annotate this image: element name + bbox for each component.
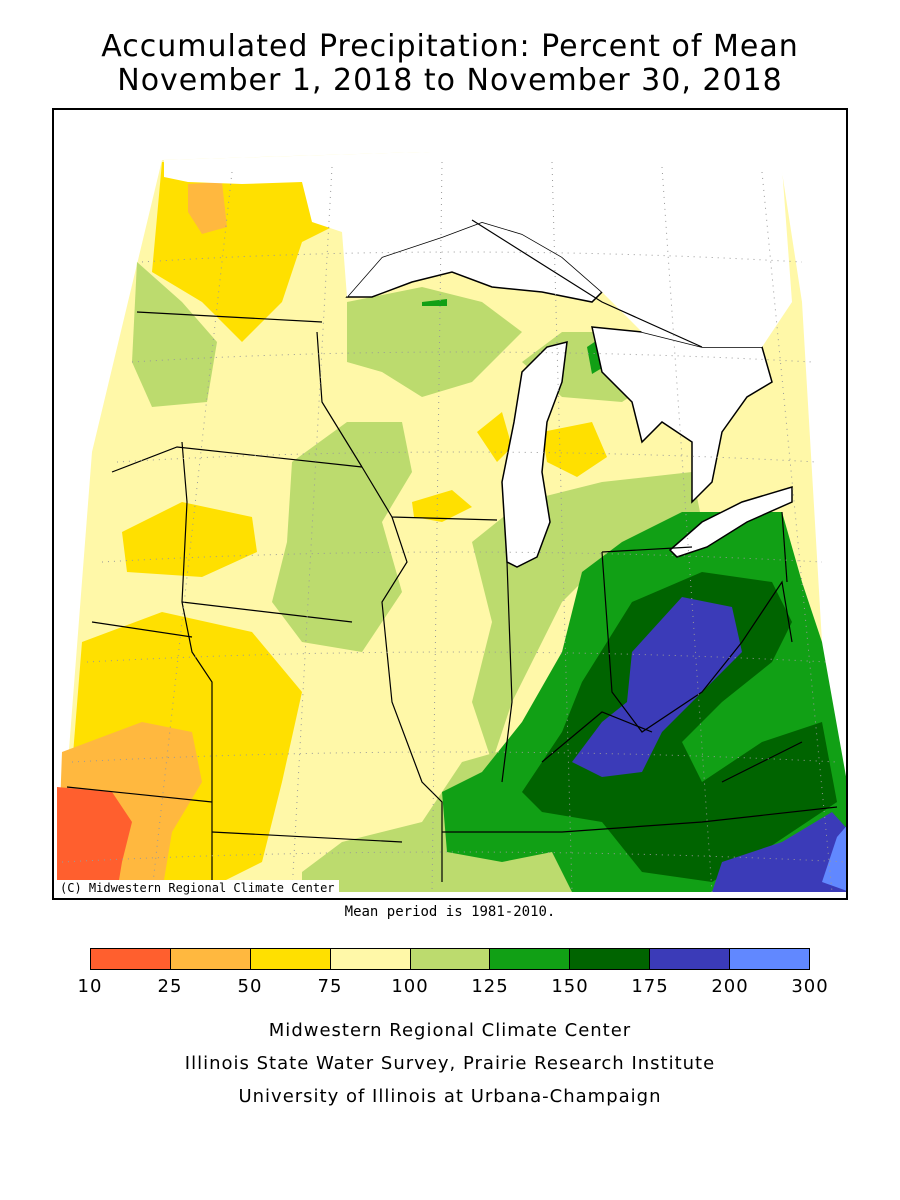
legend-swatch-5 [490,949,571,969]
graticule [61,161,846,893]
legend-swatch-4 [410,949,491,969]
legend-tick-label: 10 [77,976,103,997]
legend-swatch-6 [570,949,651,969]
region-blue-in-oh [572,597,742,777]
legend-tick-label: 50 [237,976,263,997]
legend-tick-label: 175 [631,976,669,997]
legend-tick-label: 200 [711,976,749,997]
legend-tick-label: 75 [317,976,343,997]
legend-swatch-1 [170,949,251,969]
lake-erie [668,485,793,558]
legend-swatch-7 [650,949,731,969]
map-title-line1: Accumulated Precipitation: Percent of Me… [101,29,799,64]
map-title-line2: November 1, 2018 to November 30, 2018 [117,63,783,98]
legend-bar [90,948,810,970]
region-red-ks [57,787,132,892]
lake-michigan [501,341,568,568]
region-wet-ia [272,422,412,652]
region-blue-ky-va [712,812,846,892]
legend-swatch-8 [730,949,810,969]
map-canvas [57,152,846,893]
state-boundaries [66,219,838,892]
legend-swatch-3 [330,949,411,969]
credit-line1: Midwestern Regional Climate Center [268,1020,632,1041]
canada-area [164,152,792,347]
region-orange-mn [188,182,227,234]
map-copyright: (C) Midwestern Regional Climate Center [56,880,339,896]
credit-line3: University of Illinois at Urbana-Champai… [238,1086,662,1107]
region-dry-wi [477,412,512,462]
region-dry-mi [542,422,607,477]
legend-tick-label: 300 [791,976,829,997]
legend-tick-label: 25 [157,976,183,997]
mean-period-note: Mean period is 1981-2010. [344,904,556,920]
region-wet-dakota [132,262,217,407]
legend-tick-label: 125 [471,976,509,997]
legend-swatch-2 [250,949,331,969]
region-dry-ne [122,502,257,577]
legend-swatch-0 [91,949,171,969]
region-lightblue-va [822,826,846,891]
region-wet-wi [347,287,522,397]
region-darkgreen-oh-ky [522,572,837,882]
region-dry-il [412,490,472,522]
legend-tick-label: 100 [391,976,429,997]
legend-tick-label: 150 [551,976,589,997]
region-green-up [422,299,447,306]
credit-line2: Illinois State Water Survey, Prairie Res… [184,1053,716,1074]
precipitation-map: (C) Midwestern Regional Climate Center [52,108,848,900]
